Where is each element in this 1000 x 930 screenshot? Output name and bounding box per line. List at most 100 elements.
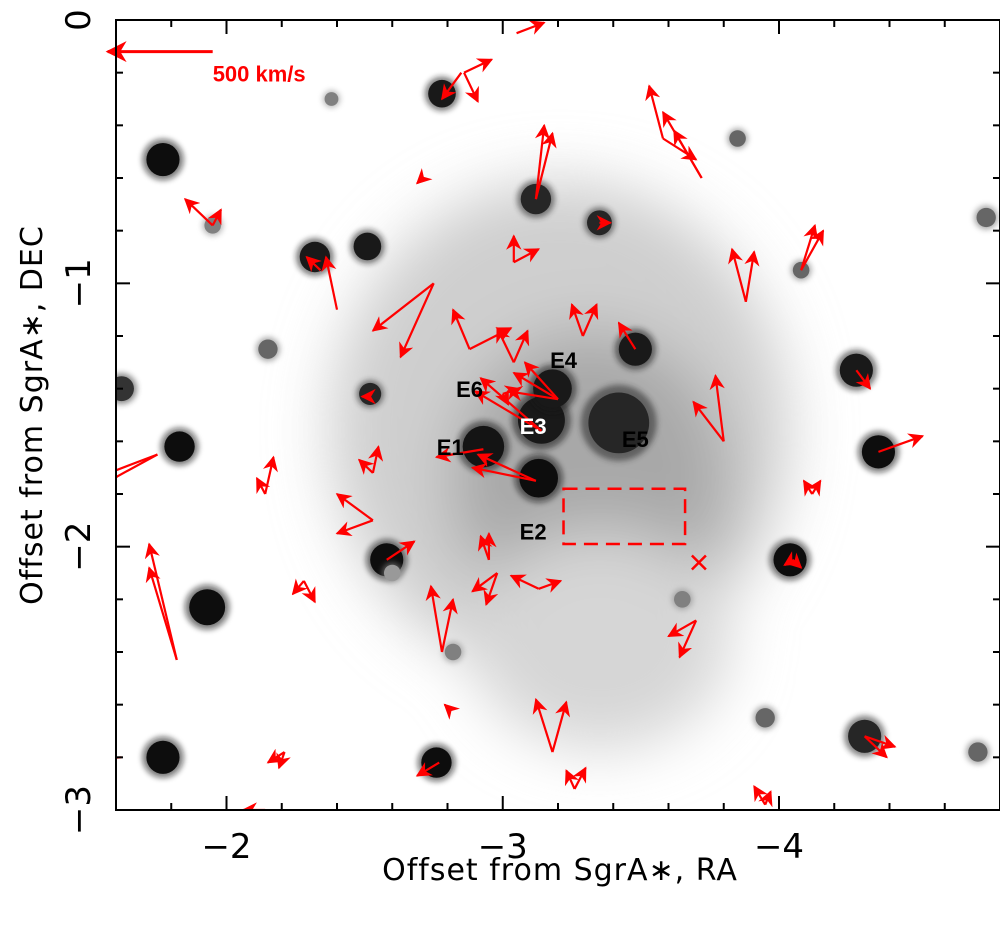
- velocity-arrow: [744, 250, 760, 302]
- velocity-arrow: [806, 479, 822, 497]
- velocity-arrow: [800, 229, 825, 271]
- velocity-arrow: [512, 329, 530, 363]
- velocity-arrow: [425, 584, 444, 653]
- velocity-arrow: [434, 447, 484, 463]
- velocity-arrow: [440, 597, 458, 653]
- velocity-arrow: [477, 534, 493, 561]
- source-labels: E1 E2 E3 E4 E5 E6: [437, 348, 649, 544]
- velocity-arrow: [305, 255, 322, 273]
- axis-ticks: [115, 19, 1000, 811]
- velocity-arrow: [564, 769, 579, 790]
- velocity-arrow: [581, 302, 599, 337]
- star: [146, 740, 180, 774]
- velocity-arrow: [451, 308, 471, 350]
- x-axis-label: Offset from SgrA∗, RA: [382, 853, 738, 888]
- star: [773, 543, 807, 577]
- region-box: [562, 487, 707, 571]
- velocity-arrow: [386, 540, 416, 561]
- velocity-arrow: [678, 619, 698, 659]
- star: [729, 130, 746, 147]
- velocity-arrow: [276, 751, 291, 770]
- star: [383, 564, 401, 582]
- star: [359, 382, 382, 405]
- velocity-arrow: [415, 168, 433, 185]
- source-label-e4: E4: [550, 348, 578, 373]
- velocity-arrow: [335, 493, 374, 522]
- velocity-arrow: [441, 72, 463, 101]
- velocity-arrow: [471, 572, 498, 593]
- velocity-arrow: [692, 400, 725, 443]
- velocity-arrow: [443, 703, 461, 720]
- source-label-e6: E6: [456, 377, 483, 402]
- velocity-arrow: [473, 390, 542, 432]
- velocity-arrow: [371, 282, 435, 332]
- star: [755, 708, 775, 728]
- star: [533, 369, 572, 409]
- source-label-e1: E1: [437, 435, 464, 460]
- x-tick-label: −4: [754, 827, 804, 867]
- x-tick-label: −3: [478, 827, 528, 867]
- velocity-arrow: [551, 700, 571, 753]
- velocity-arrow: [357, 458, 375, 475]
- y-tick-label: −3: [59, 785, 99, 835]
- source-label-e2: E2: [520, 519, 547, 544]
- star: [588, 392, 650, 454]
- velocity-arrow: [512, 371, 559, 401]
- star: [444, 643, 462, 661]
- star: [258, 339, 278, 359]
- star: [462, 425, 505, 468]
- star: [189, 589, 226, 626]
- velocity-arrow: [291, 578, 308, 596]
- velocity-arrow: [572, 766, 587, 790]
- velocity-arrow: [116, 453, 158, 479]
- velocity-arrow: [335, 519, 374, 536]
- velocity-arrow: [785, 552, 803, 569]
- point-sources: [116, 76, 999, 782]
- y-tick-label: −2: [59, 522, 99, 572]
- velocity-arrow: [476, 453, 537, 482]
- velocity-arrow: [662, 110, 703, 179]
- star: [674, 591, 691, 608]
- y-axis-label: Offset from SgrA∗, DEC: [15, 225, 50, 605]
- velocity-arrow: [207, 208, 222, 226]
- star: [299, 241, 331, 273]
- star: [353, 232, 382, 261]
- velocity-arrow: [116, 453, 158, 478]
- source-label-e5: E5: [622, 427, 649, 452]
- velocity-arrow: [479, 377, 543, 432]
- velocity-arrow: [321, 255, 339, 310]
- scale-label: 500 km/s: [213, 62, 306, 87]
- proper-motion-arrows: [116, 20, 925, 810]
- velocity-arrow: [728, 247, 747, 303]
- velocity-arrow: [144, 542, 178, 661]
- velocity-arrow: [463, 72, 479, 104]
- star: [324, 92, 339, 106]
- star: [146, 142, 180, 177]
- velocity-arrow: [523, 361, 559, 400]
- velocity-arrow: [255, 476, 271, 495]
- velocity-arrow: [855, 369, 872, 390]
- velocity-arrow: [534, 131, 557, 200]
- velocity-arrow: [864, 734, 897, 750]
- velocity-arrow: [463, 58, 494, 74]
- tick-labels: −2 −3 −4 0 −1 −2 −3: [59, 9, 804, 867]
- velocity-arrow: [569, 302, 584, 337]
- velocity-arrow: [495, 388, 510, 406]
- velocity-arrow: [532, 697, 554, 753]
- star: [968, 742, 988, 762]
- star: [164, 431, 195, 462]
- velocity-arrow: [662, 137, 698, 161]
- velocity-scale: 500 km/s: [105, 41, 306, 87]
- velocity-arrow: [863, 735, 888, 759]
- velocity-arrow: [513, 248, 541, 264]
- velocity-arrow: [516, 20, 546, 35]
- star: [976, 207, 996, 228]
- cross-marker: [691, 554, 707, 571]
- velocity-arrow: [509, 574, 540, 590]
- velocity-arrow: [758, 790, 773, 808]
- velocity-arrow: [617, 321, 637, 350]
- star: [519, 458, 558, 498]
- y-tick-label: 0: [59, 9, 99, 31]
- velocity-arrow: [483, 572, 499, 607]
